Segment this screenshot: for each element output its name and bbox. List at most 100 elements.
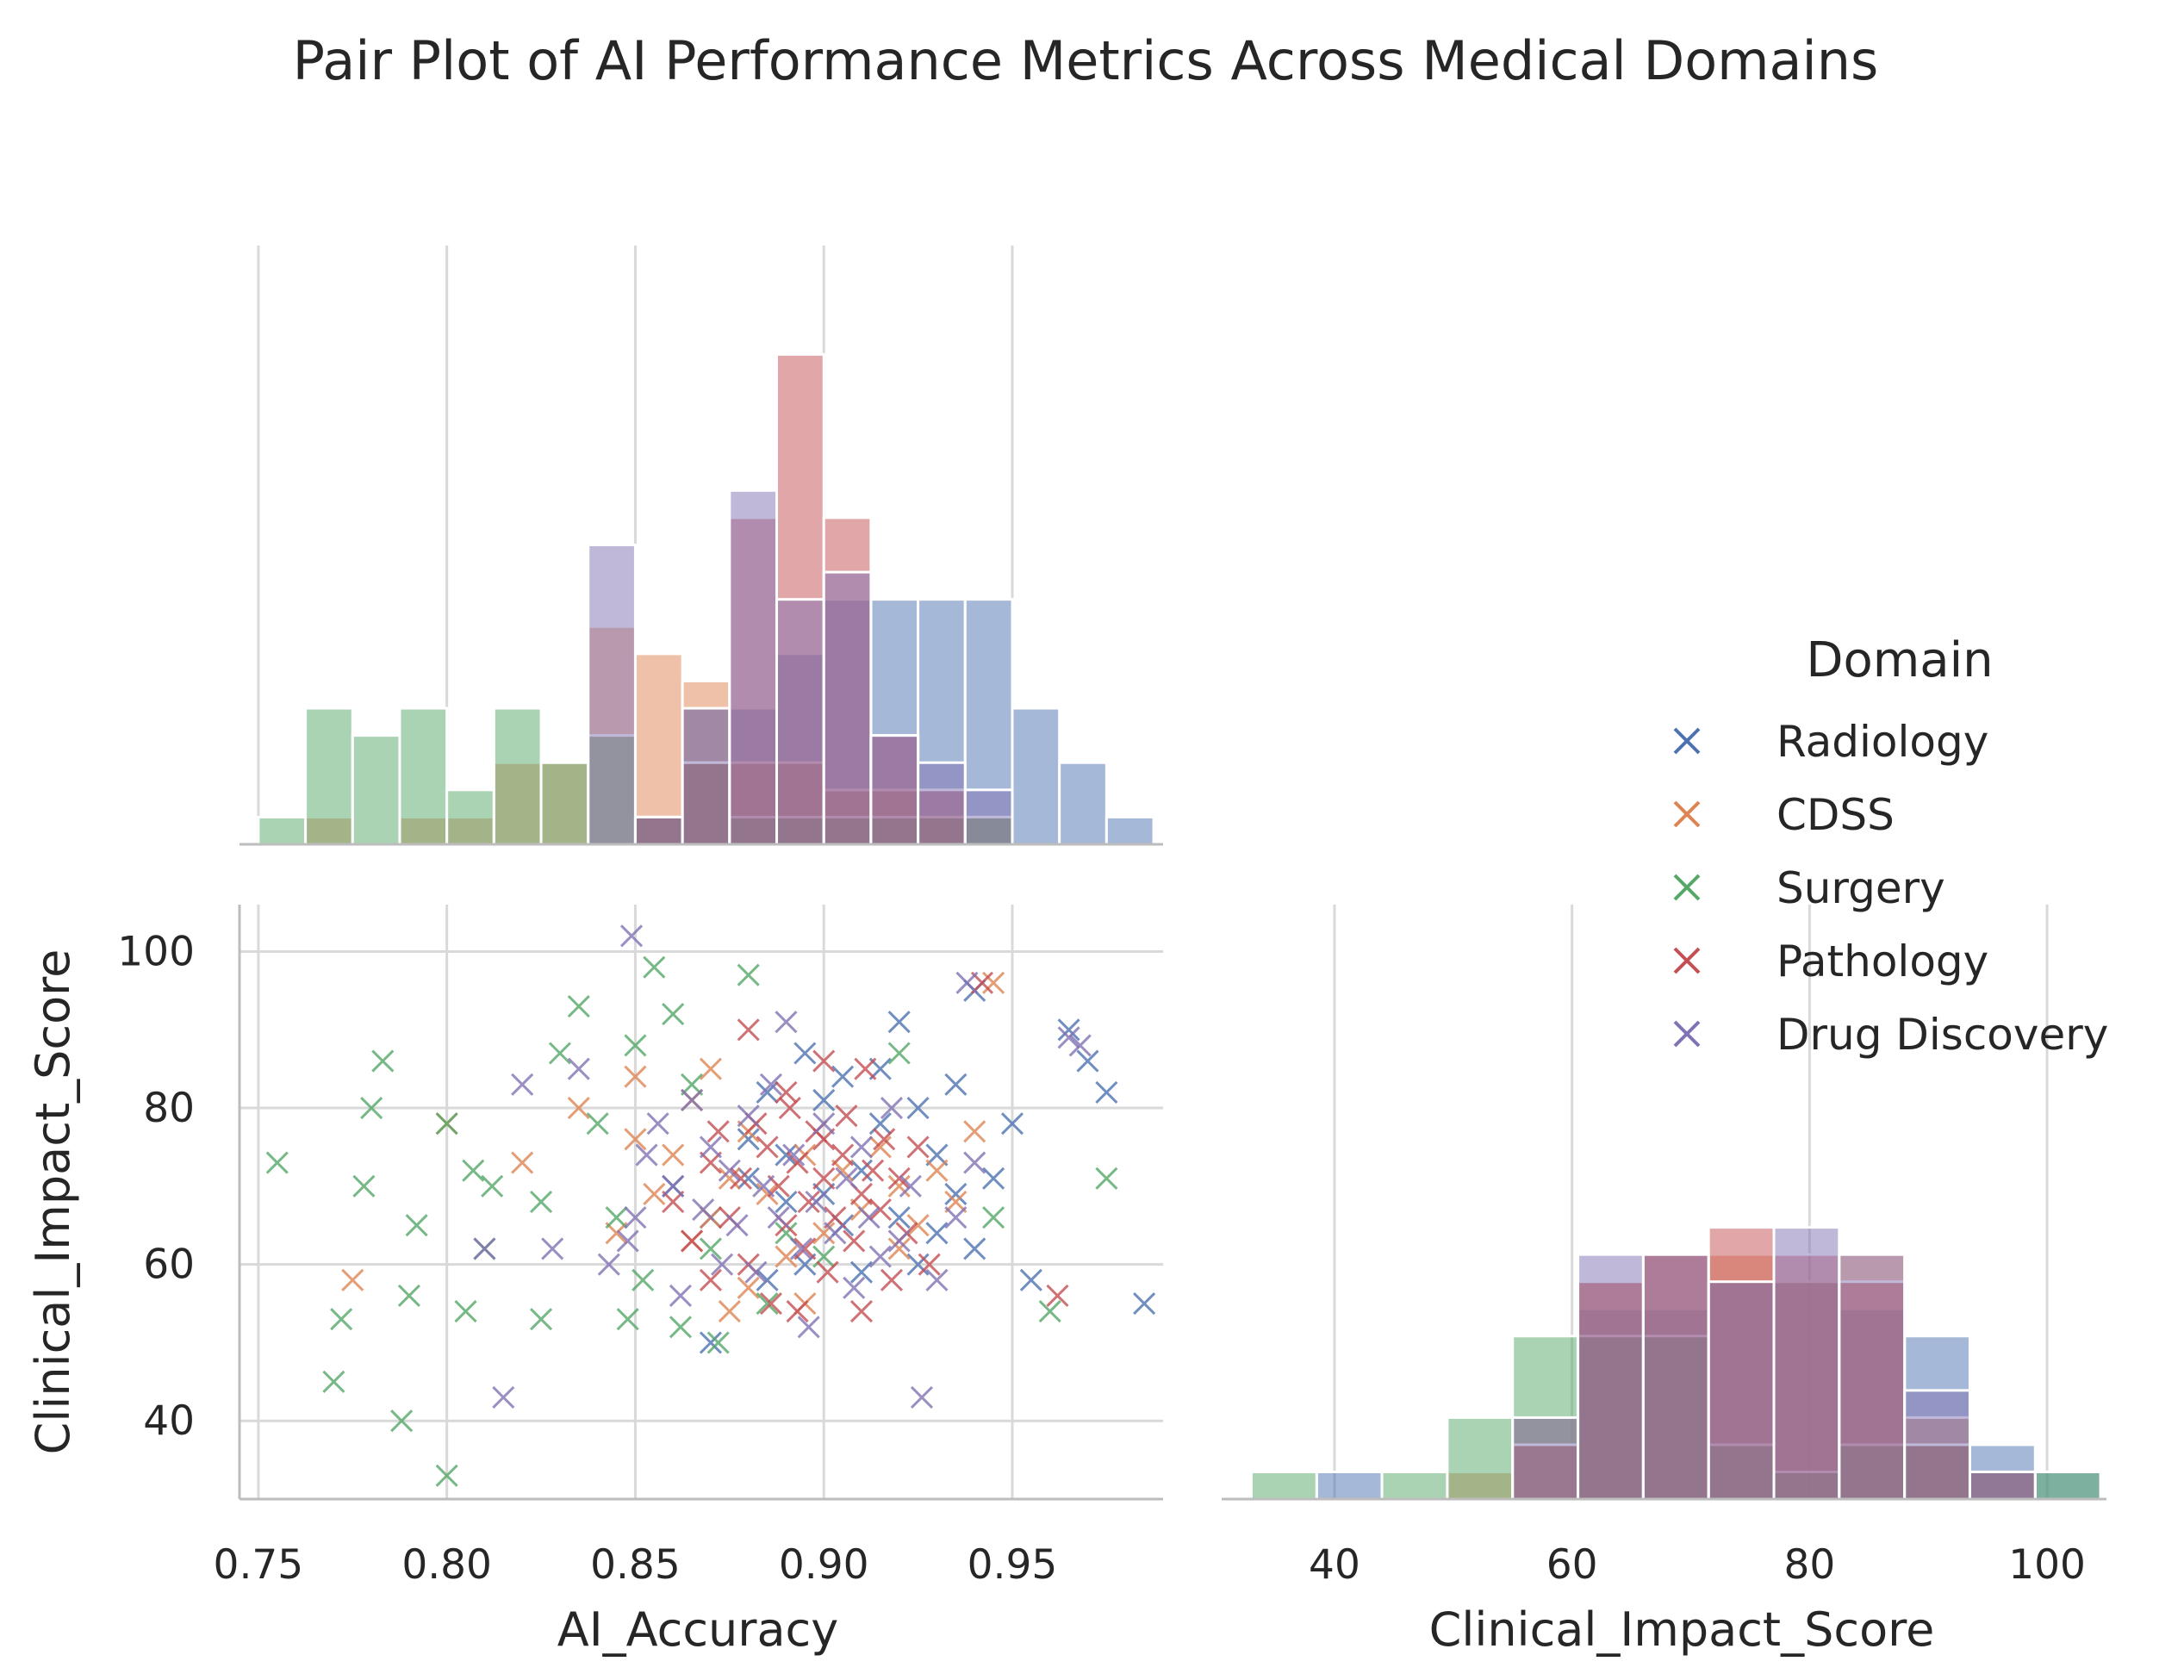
- scatter-point-surgery: [812, 1245, 836, 1268]
- impact-bar-drug-discovery: [1577, 1253, 1645, 1501]
- impact-x-tick-label: 80: [1783, 1541, 1835, 1589]
- scatter-point-pathology: [797, 1190, 820, 1214]
- scatter-point-cdss: [511, 1151, 534, 1174]
- scatter-point-drug-discovery: [492, 1385, 515, 1409]
- scatter-point-cdss: [944, 1190, 968, 1214]
- chart-title: Pair Plot of AI Performance Metrics Acro…: [293, 29, 1879, 92]
- scatter-point-surgery: [462, 1159, 485, 1182]
- scatter-point-cdss: [699, 1057, 722, 1080]
- scatter-point-surgery: [322, 1370, 345, 1393]
- scatter-point-drug-discovery: [744, 1260, 768, 1284]
- scatter-point-surgery: [405, 1214, 428, 1237]
- scatter-x-tick-label: 0.85: [590, 1541, 681, 1589]
- scatter-point-radiology: [756, 1268, 779, 1291]
- scatter-point-surgery: [330, 1308, 353, 1331]
- scatter-point-drug-discovery: [752, 1174, 775, 1198]
- impact-bar-drug-discovery: [1838, 1253, 1907, 1501]
- scatter-point-pathology: [699, 1268, 722, 1291]
- impact-bar-drug-discovery: [1903, 1389, 1971, 1501]
- scatter-point-pathology: [759, 1291, 783, 1316]
- scatter-y-axis-label: Clinical_Impact_Score: [26, 949, 80, 1455]
- accuracy-bar-drug-discovery: [587, 544, 637, 846]
- impact-bar-drug-discovery: [1772, 1226, 1841, 1501]
- scatter-point-drug-discovery: [963, 1151, 986, 1174]
- legend-label-drug-discovery: Drug Discovery: [1776, 1010, 2108, 1060]
- scatter-point-surgery: [605, 1206, 628, 1229]
- scatter-point-radiology: [831, 1065, 855, 1088]
- scatter-point-drug-discovery: [473, 1237, 496, 1260]
- scatter-point-drug-discovery: [718, 1159, 741, 1182]
- scatter-point-cdss: [341, 1268, 364, 1291]
- scatter-point-drug-discovery: [789, 1237, 813, 1260]
- accuracy-bar-drug-discovery: [963, 788, 1014, 846]
- scatter-point-pathology: [849, 1300, 874, 1323]
- scatter-y-tick-label: 100: [117, 928, 195, 975]
- scatter-point-drug-discovery: [955, 971, 979, 994]
- scatter-point-drug-discovery: [899, 1174, 922, 1198]
- scatter-point-drug-discovery: [635, 1143, 658, 1167]
- scatter-grid: [240, 905, 1163, 1499]
- scatter-point-radiology: [1057, 1018, 1080, 1042]
- scatter-point-cdss: [624, 1128, 647, 1151]
- scatter-point-radiology: [982, 1167, 1005, 1190]
- scatter-point-drug-discovery: [669, 1284, 692, 1308]
- scatter-point-pathology: [778, 1096, 801, 1120]
- scatter-point-surgery: [1038, 1300, 1061, 1323]
- accuracy-bar-drug-discovery: [681, 706, 731, 846]
- impact-bar-drug-discovery: [1707, 1280, 1776, 1501]
- scatter-point-pathology: [729, 1167, 753, 1190]
- scatter-point-drug-discovery: [725, 1214, 749, 1237]
- scatter-point-surgery: [529, 1190, 553, 1214]
- scatter-point-surgery: [887, 1042, 911, 1065]
- accuracy-bar-drug-discovery: [917, 761, 967, 846]
- scatter-point-radiology: [925, 1222, 949, 1245]
- scatter-point-surgery: [435, 1464, 458, 1487]
- legend-marker-pathology: [1673, 947, 1701, 974]
- scatter-point-radiology: [1095, 1080, 1118, 1104]
- scatter-point-pathology: [862, 1159, 885, 1182]
- impact-bar-surgery: [1249, 1470, 1318, 1501]
- scatter-points: [265, 924, 1156, 1487]
- scatter-point-radiology: [737, 1167, 760, 1190]
- scatter-point-pathology: [868, 1198, 892, 1222]
- scatter-point-drug-discovery: [662, 1174, 685, 1198]
- scatter-point-pathology: [699, 1151, 722, 1174]
- scatter-x-tick-label: 0.95: [968, 1541, 1058, 1589]
- accuracy-bar-radiology: [1058, 761, 1108, 846]
- scatter-y-tick-label: 80: [143, 1085, 195, 1132]
- legend-marker-surgery: [1673, 874, 1701, 901]
- legend-marker-drug-discovery: [1673, 1020, 1701, 1048]
- scatter-point-drug-discovery: [797, 1316, 820, 1339]
- accuracy-bar-radiology: [1011, 706, 1061, 846]
- scatter-point-surgery: [756, 1291, 779, 1316]
- scatter-point-drug-discovery: [775, 1011, 798, 1034]
- scatter-point-cdss: [812, 1222, 836, 1245]
- scatter-point-pathology: [737, 1018, 760, 1042]
- scatter-point-surgery: [548, 1042, 571, 1065]
- scatter-point-surgery: [681, 1073, 704, 1096]
- scatter-point-radiology: [775, 1190, 798, 1214]
- impact-bar-drug-discovery: [1511, 1416, 1580, 1501]
- scatter-point-cdss: [756, 1182, 779, 1205]
- impact-x-tick-label: 100: [2008, 1541, 2086, 1589]
- legend-label-surgery: Surgery: [1776, 863, 1945, 913]
- accuracy-bar-surgery: [398, 706, 449, 846]
- impact-x-tick-label: 60: [1546, 1541, 1598, 1589]
- scatter-point-surgery: [616, 1308, 639, 1331]
- scatter-point-drug-discovery: [597, 1253, 620, 1276]
- scatter-point-radiology: [925, 1143, 949, 1167]
- scatter-y-tick-label: 60: [143, 1241, 195, 1289]
- scatter-point-drug-discovery: [699, 1136, 722, 1159]
- accuracy-bar-drug-discovery: [822, 570, 873, 846]
- scatter-point-drug-discovery: [857, 1206, 880, 1229]
- scatter-point-drug-discovery: [843, 1276, 866, 1299]
- impact-bar-drug-discovery: [1641, 1253, 1710, 1501]
- scatter-point-pathology: [793, 1237, 817, 1260]
- scatter-point-radiology: [737, 1128, 760, 1151]
- scatter-point-radiology: [793, 1253, 817, 1276]
- scatter-point-radiology: [963, 1237, 986, 1260]
- accuracy-bar-drug-discovery: [633, 815, 684, 846]
- scatter-point-pathology: [873, 1128, 896, 1151]
- scatter-point-surgery: [632, 1268, 655, 1291]
